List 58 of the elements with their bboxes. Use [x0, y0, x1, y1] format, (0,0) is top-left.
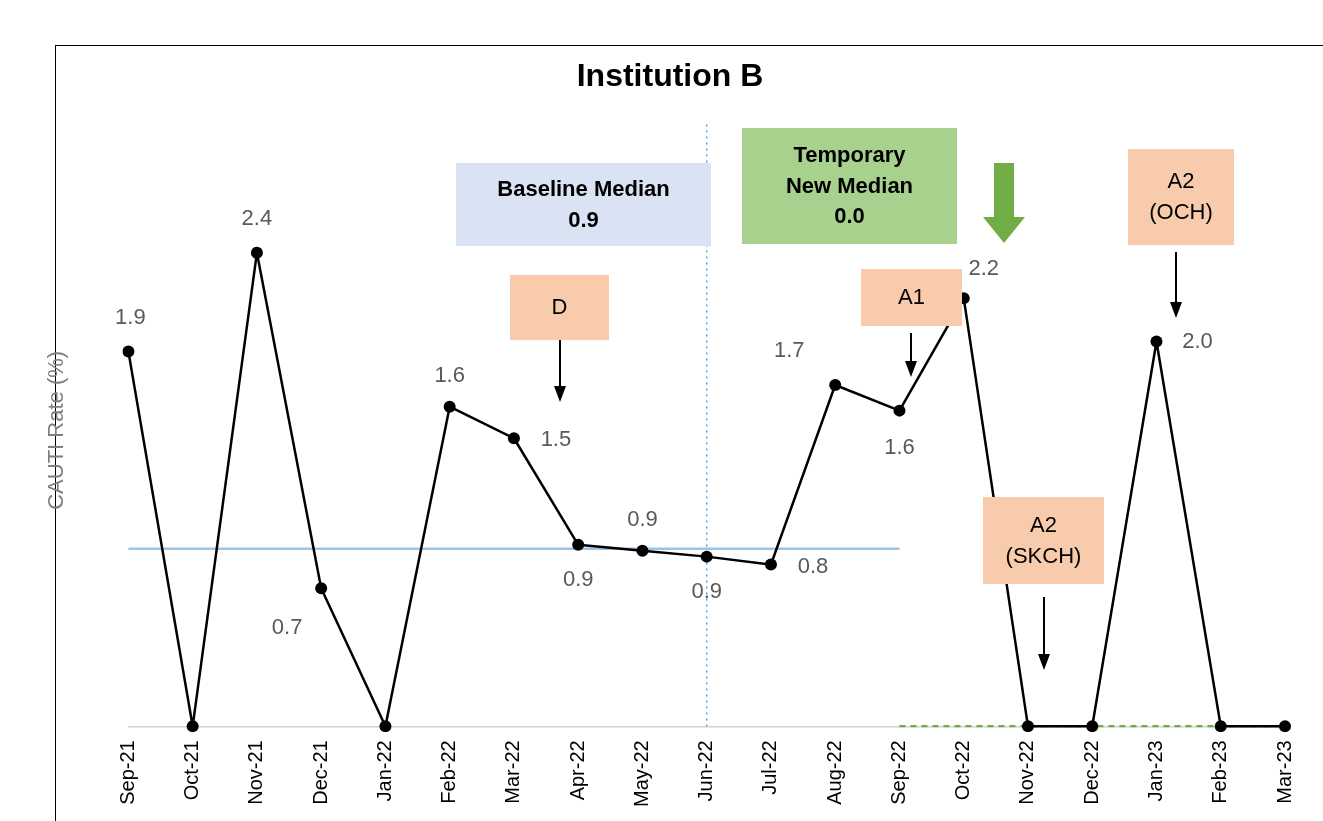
x-tick-label: May-22	[629, 740, 652, 808]
point	[572, 538, 585, 551]
x-tick-label: Jun-22	[694, 740, 717, 802]
data-label: 1.7	[773, 337, 805, 363]
x-tick-label: Jul-22	[758, 740, 781, 795]
x-tick-label: Sep-22	[886, 740, 909, 805]
y-axis-title: CAUTI Rate (%)	[43, 350, 69, 510]
callout-box: A2 (OCH)	[1128, 149, 1234, 245]
point	[1086, 720, 1099, 733]
point	[379, 720, 392, 733]
point	[1214, 720, 1227, 733]
point	[186, 720, 199, 733]
x-tick-label: Aug-22	[822, 740, 845, 805]
point	[1150, 335, 1163, 348]
callout-box: Baseline Median 0.9	[456, 163, 711, 246]
x-tick-label: Dec-21	[308, 740, 331, 805]
data-label: 1.9	[115, 304, 146, 330]
data-label: 0.9	[562, 565, 594, 591]
point	[315, 582, 328, 595]
x-tick-label: Dec-22	[1079, 740, 1102, 805]
point	[636, 544, 649, 557]
callout-box: A2 (SKCH)	[983, 497, 1104, 584]
data-label: 2.4	[241, 204, 273, 230]
point	[122, 345, 135, 358]
data-label: 1.6	[434, 361, 465, 387]
data-label: 2.2	[968, 255, 1000, 281]
callout-box: A1	[861, 269, 962, 326]
point	[829, 378, 842, 391]
point	[443, 400, 456, 413]
chart-title: Institution B	[576, 57, 764, 94]
x-tick-label: Apr-22	[565, 740, 588, 801]
data-label: 1.5	[540, 426, 572, 452]
data-label: 0.8	[797, 552, 829, 578]
point	[1279, 720, 1291, 733]
x-tick-label: Sep-21	[115, 740, 138, 805]
point	[507, 432, 520, 445]
x-tick-label: Nov-21	[244, 740, 267, 805]
x-tick-label: Mar-22	[501, 740, 524, 804]
point	[1021, 720, 1034, 733]
x-tick-label: Jan-23	[1144, 740, 1166, 802]
x-tick-label: Feb-23	[1208, 740, 1231, 804]
point	[893, 404, 906, 417]
data-label: 0.9	[691, 577, 722, 603]
point	[764, 558, 777, 571]
data-label: 0.7	[271, 614, 303, 640]
data-label: 2.0	[1182, 327, 1213, 353]
x-tick-label: Oct-22	[951, 740, 974, 801]
data-label: 0.9	[627, 505, 658, 531]
point	[700, 550, 713, 563]
x-tick-label: Nov-22	[1015, 740, 1038, 805]
x-tick-label: Jan-22	[372, 740, 395, 802]
callout-box: Temporary New Median 0.0	[742, 128, 957, 244]
x-tick-label: Feb-22	[437, 740, 460, 804]
x-tick-label: Oct-21	[180, 740, 203, 801]
callout-box: D	[510, 275, 609, 340]
point	[250, 246, 263, 259]
x-tick-label: Mar-23	[1272, 740, 1295, 804]
data-label: 1.6	[884, 433, 915, 459]
